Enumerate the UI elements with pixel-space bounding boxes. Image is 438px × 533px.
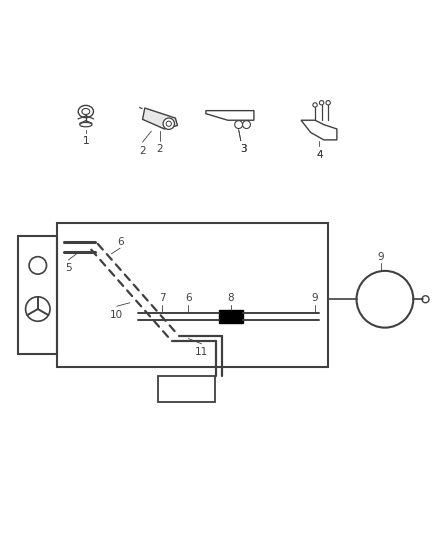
Text: 8: 8: [228, 293, 234, 303]
Text: 1: 1: [82, 136, 89, 147]
Circle shape: [163, 118, 174, 130]
Text: 3: 3: [240, 144, 246, 154]
Text: 9: 9: [377, 252, 384, 262]
Text: 9: 9: [312, 293, 318, 303]
Polygon shape: [143, 108, 177, 129]
Bar: [219, 310, 243, 322]
Text: 3: 3: [240, 144, 246, 154]
Circle shape: [313, 103, 317, 107]
Polygon shape: [206, 111, 254, 120]
Polygon shape: [301, 120, 337, 140]
Bar: [57, 223, 328, 367]
Ellipse shape: [80, 123, 92, 127]
Text: 4: 4: [316, 150, 323, 160]
Bar: [158, 376, 215, 402]
Text: 5: 5: [65, 263, 72, 273]
Text: 10: 10: [110, 310, 124, 320]
Text: 6: 6: [185, 293, 192, 303]
Circle shape: [243, 120, 251, 128]
Circle shape: [235, 120, 243, 128]
Text: 4: 4: [316, 150, 323, 160]
Circle shape: [166, 121, 171, 126]
Circle shape: [326, 101, 330, 105]
Text: 1: 1: [82, 136, 89, 147]
Bar: [18, 236, 57, 354]
Text: 11: 11: [195, 348, 208, 357]
Text: 2: 2: [139, 146, 146, 156]
Text: 6: 6: [117, 237, 124, 247]
Text: 7: 7: [159, 293, 166, 303]
Text: 2: 2: [157, 144, 163, 154]
Circle shape: [319, 101, 324, 105]
